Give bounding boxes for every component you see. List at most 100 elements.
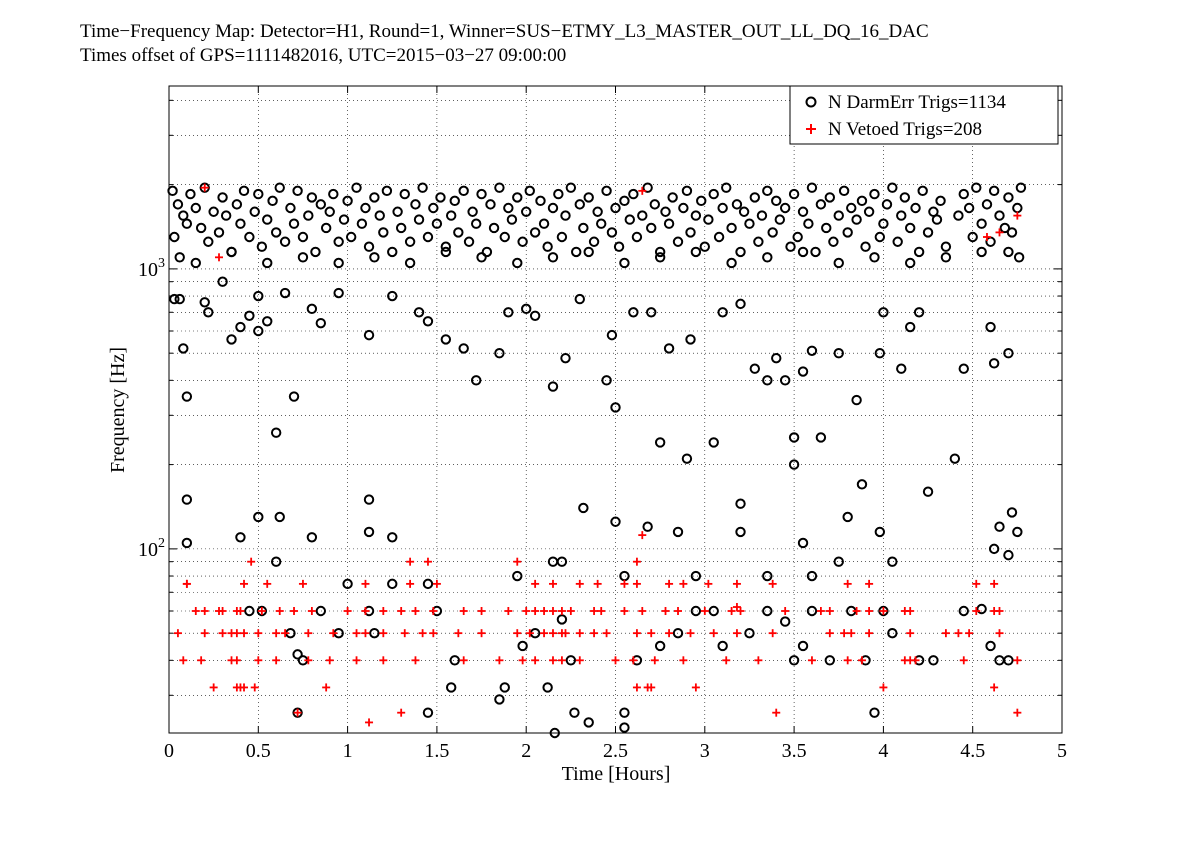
darmerr-point xyxy=(494,694,505,705)
vetoed-point xyxy=(732,603,741,612)
vetoed-point xyxy=(865,629,874,638)
darmerr-point xyxy=(851,214,862,225)
darmerr-point xyxy=(569,707,580,718)
darmerr-point xyxy=(988,543,1000,555)
darmerr-point xyxy=(779,375,791,386)
vetoed-point xyxy=(879,607,888,615)
darmerr-point xyxy=(279,236,291,247)
vetoed-point xyxy=(566,607,575,615)
darmerr-point xyxy=(619,722,630,733)
darmerr-point xyxy=(767,227,778,238)
vetoed-point xyxy=(843,656,852,665)
legend-box xyxy=(789,85,1059,145)
darmerr-point xyxy=(690,246,702,258)
darmerr-point xyxy=(363,329,375,341)
y-tick-label: 103 xyxy=(138,256,165,281)
darmerr-point xyxy=(565,182,577,193)
chart-title-block: Time−Frequency Map: Detector=H1, Round=1… xyxy=(80,20,929,68)
vetoed-point xyxy=(972,579,981,588)
darmerr-point xyxy=(842,511,853,523)
darmerr-point xyxy=(262,257,273,269)
darmerr-point xyxy=(1015,182,1027,193)
legend-label-darmerr: N DarmErr Trigs=1134 xyxy=(828,92,1006,113)
vetoed-point xyxy=(995,228,1004,237)
darmerr-point xyxy=(815,432,827,443)
x-tick-label: 5 xyxy=(1057,740,1067,762)
plot-frame xyxy=(168,85,1063,734)
vetoed-point xyxy=(665,629,674,638)
darmerr-point xyxy=(874,231,886,243)
darmerr-point xyxy=(467,206,478,217)
darmerr-point xyxy=(762,375,773,386)
vetoed-point xyxy=(352,656,361,665)
darmerr-point xyxy=(253,511,264,523)
vetoed-point xyxy=(459,656,468,665)
darmerr-point xyxy=(217,276,228,287)
darmerr-point xyxy=(967,231,978,243)
darmerr-point xyxy=(244,310,255,321)
darmerr-point xyxy=(547,556,559,567)
vetoed-point xyxy=(647,629,656,638)
vetoed-point xyxy=(768,579,777,588)
vetoed-point xyxy=(298,579,307,588)
darmerr-point xyxy=(892,236,903,247)
vetoed-point xyxy=(959,656,968,665)
darmerr-point xyxy=(681,453,693,464)
vetoed-point xyxy=(686,629,695,638)
darmerr-point xyxy=(399,188,410,200)
darmerr-point xyxy=(788,655,800,666)
darmerr-point xyxy=(899,192,911,203)
darmerr-point xyxy=(713,231,725,243)
darmerr-point xyxy=(1003,655,1014,666)
vetoed-point xyxy=(575,629,584,638)
vetoed-point xyxy=(575,579,584,588)
vetoed-point xyxy=(518,656,527,665)
vetoed-point xyxy=(240,629,249,638)
darmerr-point xyxy=(262,316,273,327)
vetoed-point xyxy=(732,579,741,588)
darmerr-point xyxy=(797,640,809,652)
darmerr-point xyxy=(292,185,303,197)
vetoed-point xyxy=(513,557,522,566)
x-tick-label: 0 xyxy=(164,740,174,762)
darmerr-point xyxy=(320,222,332,234)
darmerr-point xyxy=(274,511,285,523)
y-axis-label: Frequency [Hz] xyxy=(107,347,129,473)
vetoed-point xyxy=(972,607,981,615)
vetoed-point xyxy=(865,579,874,588)
darmerr-point xyxy=(306,192,318,203)
darmerr-point xyxy=(731,199,743,210)
vetoed-point xyxy=(325,656,334,665)
darmerr-point xyxy=(333,236,344,247)
darmerr-point xyxy=(506,214,518,225)
darmerr-point xyxy=(601,375,612,386)
vetoed-point xyxy=(173,629,182,638)
darmerr-point xyxy=(904,222,916,234)
darmerr-point xyxy=(253,188,264,200)
darmerr-point xyxy=(953,210,964,221)
darmerr-point xyxy=(235,321,246,333)
vetoed-point xyxy=(825,607,834,615)
vetoed-point xyxy=(429,607,438,615)
darmerr-point xyxy=(262,214,273,225)
vetoed-point xyxy=(825,629,834,638)
darmerr-point xyxy=(297,252,309,263)
vetoed-point xyxy=(954,629,963,638)
vetoed-point xyxy=(995,629,1004,638)
vetoed-point xyxy=(704,579,713,588)
vetoed-point xyxy=(361,607,370,615)
darmerr-point xyxy=(199,297,210,308)
darmerr-point xyxy=(485,199,496,210)
vetoed-point xyxy=(732,629,741,638)
darmerr-point xyxy=(976,246,987,258)
darmerr-point xyxy=(208,206,219,217)
darmerr-point xyxy=(410,199,421,210)
darmerr-point xyxy=(654,640,666,652)
darmerr-point xyxy=(756,210,768,221)
darmerr-point xyxy=(654,437,666,448)
darmerr-point xyxy=(369,627,380,639)
vetoed-point xyxy=(843,579,852,588)
darmerr-point xyxy=(213,227,225,238)
vetoed-point xyxy=(593,579,602,588)
darmerr-point xyxy=(529,310,541,321)
